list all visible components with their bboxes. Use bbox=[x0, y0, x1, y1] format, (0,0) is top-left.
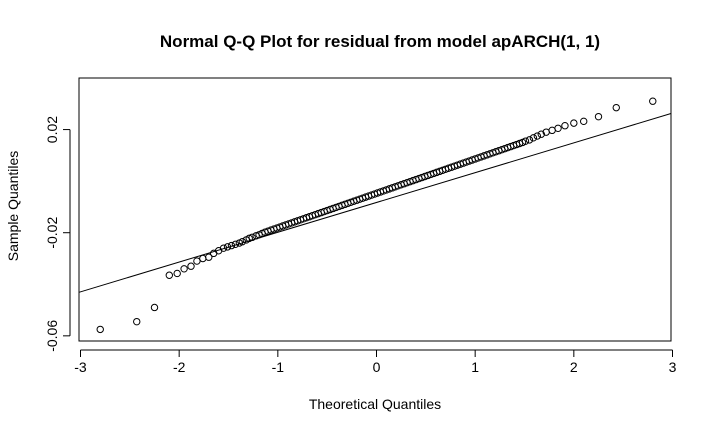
y-tick-label: -0.06 bbox=[44, 320, 60, 352]
data-point bbox=[612, 103, 620, 112]
data-point bbox=[537, 130, 545, 138]
data-point bbox=[180, 265, 188, 273]
data-point bbox=[554, 124, 562, 132]
data-point bbox=[205, 253, 213, 261]
data-point bbox=[227, 241, 236, 250]
y-axis-label: Sample Quantiles bbox=[5, 151, 21, 262]
x-tick-label: -3 bbox=[74, 359, 87, 375]
data-point bbox=[187, 262, 195, 270]
data-point bbox=[231, 240, 240, 249]
data-point bbox=[165, 271, 174, 279]
x-tick-label: 3 bbox=[669, 359, 677, 375]
x-tick-label: -1 bbox=[272, 359, 285, 375]
data-point bbox=[133, 317, 141, 326]
x-axis: -3 -2 -1 0 1 2 3 bbox=[74, 349, 677, 375]
data-point bbox=[96, 325, 104, 334]
qq-reference-line bbox=[78, 113, 672, 293]
data-point bbox=[219, 244, 228, 252]
y-axis: -0.06 -0.02 0.02 bbox=[44, 116, 71, 352]
points-group bbox=[96, 97, 657, 334]
y-tick-label: 0.02 bbox=[44, 116, 60, 143]
data-point bbox=[150, 303, 159, 312]
data-point bbox=[248, 233, 256, 242]
x-tick-label: -2 bbox=[173, 359, 186, 375]
data-point bbox=[238, 238, 247, 246]
x-axis-label: Theoretical Quantiles bbox=[309, 396, 441, 412]
data-point bbox=[525, 136, 534, 144]
x-tick-label: 2 bbox=[570, 359, 578, 375]
data-point bbox=[223, 243, 232, 251]
data-point bbox=[193, 257, 201, 265]
data-point bbox=[594, 112, 603, 121]
data-point bbox=[561, 122, 569, 130]
data-point bbox=[199, 254, 207, 263]
data-point bbox=[580, 117, 588, 126]
chart-title: Normal Q-Q Plot for residual from model … bbox=[160, 32, 600, 51]
x-tick-label: 1 bbox=[471, 359, 479, 375]
data-point bbox=[533, 132, 542, 140]
data-point bbox=[649, 97, 657, 105]
y-tick-label: -0.02 bbox=[44, 217, 60, 249]
data-point bbox=[570, 119, 578, 127]
plot-frame bbox=[78, 77, 672, 342]
data-point bbox=[529, 134, 538, 142]
reference-line-group bbox=[78, 113, 672, 293]
data-point bbox=[173, 269, 181, 278]
data-point bbox=[521, 137, 530, 145]
x-tick-label: 0 bbox=[373, 359, 381, 375]
